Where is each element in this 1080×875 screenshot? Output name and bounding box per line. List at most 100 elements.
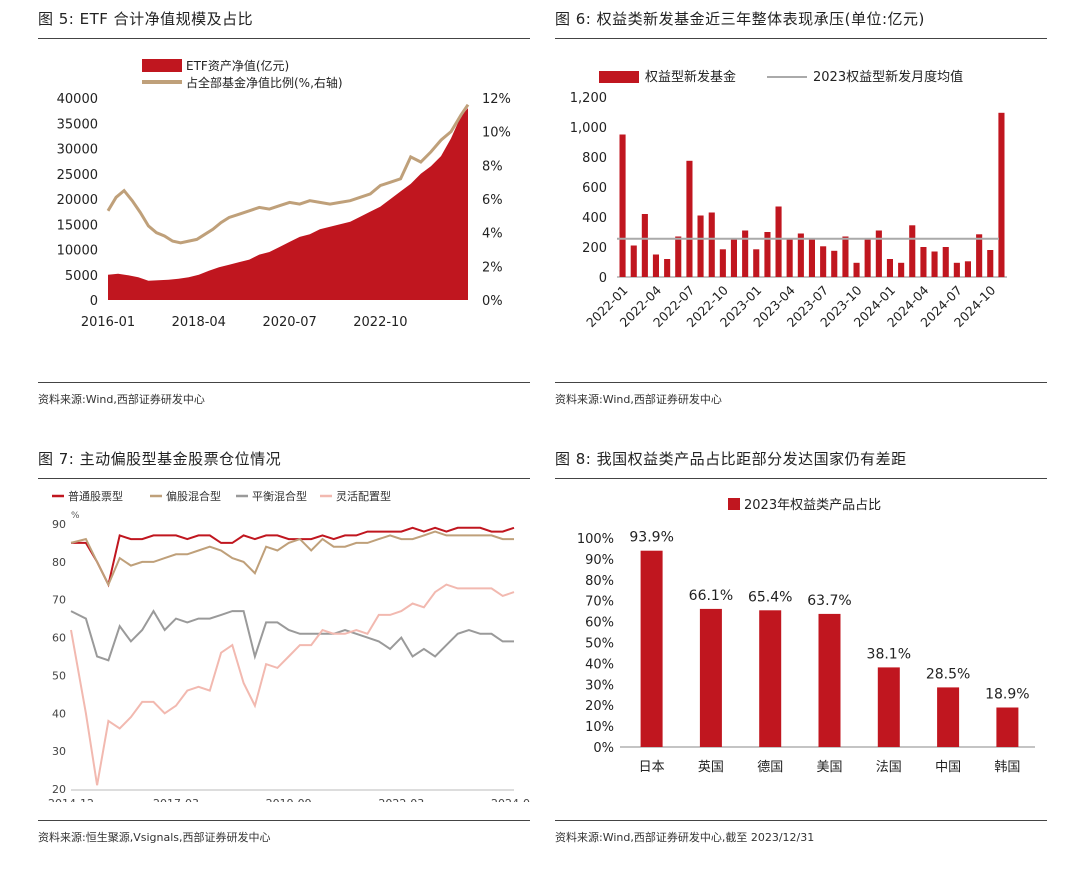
x-tick-label: 美国 — [816, 760, 842, 775]
bar — [942, 247, 949, 277]
bar — [964, 261, 971, 278]
bar — [818, 613, 841, 747]
x-tick-label: 2022-10 — [353, 315, 407, 330]
y-unit-label: % — [71, 511, 80, 521]
bar — [987, 250, 994, 277]
y-tick-label: 200 — [582, 241, 607, 256]
source-divider — [555, 382, 1047, 383]
bar — [886, 259, 893, 277]
panel-fig8: 图 8: 我国权益类产品占比距部分发达国家仍有差距 2023年权益类产品占比 0%… — [555, 448, 1047, 858]
x-tick-label: 英国 — [698, 760, 724, 775]
fig7-chart: 普通股票型 偏股混合型 平衡混合型 灵活配置型% 20 30 40 50 60 70 80 90 201… — [48, 489, 530, 802]
x-tick-label: 2019-09 — [266, 797, 312, 802]
x-tick-label: 2016-01 — [81, 315, 135, 330]
y-tick-label: 50% — [585, 637, 614, 652]
y-tick-label: 400 — [582, 211, 607, 226]
title-divider — [38, 478, 530, 479]
bar — [630, 245, 637, 277]
title-divider — [38, 38, 530, 39]
legend-label: 2023权益型新发月度均值 — [813, 69, 963, 85]
data-label: 66.1% — [689, 588, 733, 604]
y-tick-label: 0 — [599, 271, 607, 286]
y-left-tick-label: 20000 — [57, 193, 98, 208]
bar — [753, 249, 760, 278]
bar — [719, 249, 726, 278]
fig8-chart: 2023年权益类产品占比 0% 10% 20% 30% 40% 50% 60% 70% 80% 90… — [577, 497, 1035, 775]
x-tick-label: 中国 — [935, 760, 961, 775]
y-tick-label: 80% — [585, 574, 614, 589]
bar — [996, 707, 1019, 747]
bar — [640, 550, 663, 747]
series-line-3 — [70, 609, 514, 662]
y-tick-label: 60 — [52, 632, 66, 645]
data-label: 18.9% — [985, 686, 1029, 702]
x-tick-label: 2017-03 — [153, 797, 199, 802]
bar — [875, 230, 882, 277]
bar — [998, 112, 1005, 278]
bar — [742, 230, 749, 277]
bar — [931, 251, 938, 277]
y-tick-label: 70% — [585, 595, 614, 610]
y-tick-label: 100% — [577, 532, 614, 547]
x-tick-label: 日本 — [639, 760, 665, 775]
y-tick-label: 90 — [52, 518, 66, 531]
series-line-4 — [70, 583, 515, 786]
x-tick-label: 2014-12 — [48, 797, 94, 802]
y-left-tick-label: 5000 — [65, 269, 98, 284]
y-right-tick-label: 4% — [482, 227, 503, 242]
bar — [708, 212, 715, 277]
x-tick-label: 韩国 — [994, 760, 1020, 775]
bar — [797, 233, 804, 277]
bar — [619, 134, 626, 277]
y-left-tick-label: 30000 — [57, 143, 98, 158]
y-tick-label: 90% — [585, 553, 614, 568]
y-left-tick-label: 25000 — [57, 168, 98, 183]
bar — [664, 259, 671, 277]
x-tick-label: 德国 — [757, 760, 783, 775]
y-right-tick-label: 2% — [482, 260, 503, 275]
bar — [808, 239, 815, 277]
y-tick-label: 80 — [52, 556, 66, 569]
y-tick-label: 800 — [582, 151, 607, 166]
y-tick-label: 40% — [585, 657, 614, 672]
legend-swatch-bar — [599, 71, 639, 83]
bar — [697, 215, 704, 277]
bar — [937, 687, 960, 747]
data-label: 93.9% — [629, 530, 673, 546]
y-tick-label: 50 — [52, 669, 66, 682]
y-tick-label: 30% — [585, 678, 614, 693]
source-divider — [38, 382, 530, 383]
panel-fig6: 图 6: 权益类新发基金近三年整体表现承压(单位:亿元) 权益型新发基金 2023… — [555, 8, 1047, 408]
legend-label: 占全部基金净值比例(%,右轴) — [186, 75, 343, 90]
panel-fig5: 图 5: ETF 合计净值规模及占比 ETF资产净值(亿元) 占全部基金净值比例(… — [38, 8, 530, 408]
bar — [699, 608, 722, 747]
y-tick-label: 40 — [52, 707, 66, 720]
bar — [641, 214, 648, 277]
y-right-tick-label: 8% — [482, 159, 503, 174]
bar — [976, 234, 983, 278]
legend-label: 普通股票型 — [68, 489, 123, 503]
y-left-tick-label: 40000 — [57, 92, 98, 107]
bar — [686, 160, 693, 278]
source-divider — [555, 820, 1047, 821]
y-right-tick-label: 10% — [482, 126, 511, 141]
x-tick-label: 2018-04 — [172, 315, 226, 330]
y-right-tick-label: 0% — [482, 294, 503, 309]
source-note: 资料来源:恒生聚源,Vsignals,西部证券研发中心 — [38, 831, 271, 844]
panel-fig7: 图 7: 主动偏股型基金股票仓位情况 普通股票型 偏股混合型 平衡混合型 灵活配置型%… — [38, 448, 530, 858]
data-label: 63.7% — [807, 593, 851, 609]
bar — [909, 225, 916, 278]
legend-swatch-area — [142, 59, 182, 72]
y-tick-label: 20% — [585, 699, 614, 714]
legend-swatch-bar — [728, 498, 740, 510]
legend-label: 平衡混合型 — [252, 489, 307, 503]
y-left-tick-label: 35000 — [57, 117, 98, 132]
legend-label: 偏股混合型 — [166, 489, 221, 503]
bar — [652, 254, 659, 277]
x-tick-label: 法国 — [876, 760, 902, 775]
bar — [831, 250, 838, 278]
bar — [864, 239, 871, 277]
panel-title: 图 8: 我国权益类产品占比距部分发达国家仍有差距 — [555, 450, 907, 468]
legend-label: ETF资产净值(亿元) — [186, 58, 289, 73]
y-tick-label: 70 — [52, 594, 66, 607]
